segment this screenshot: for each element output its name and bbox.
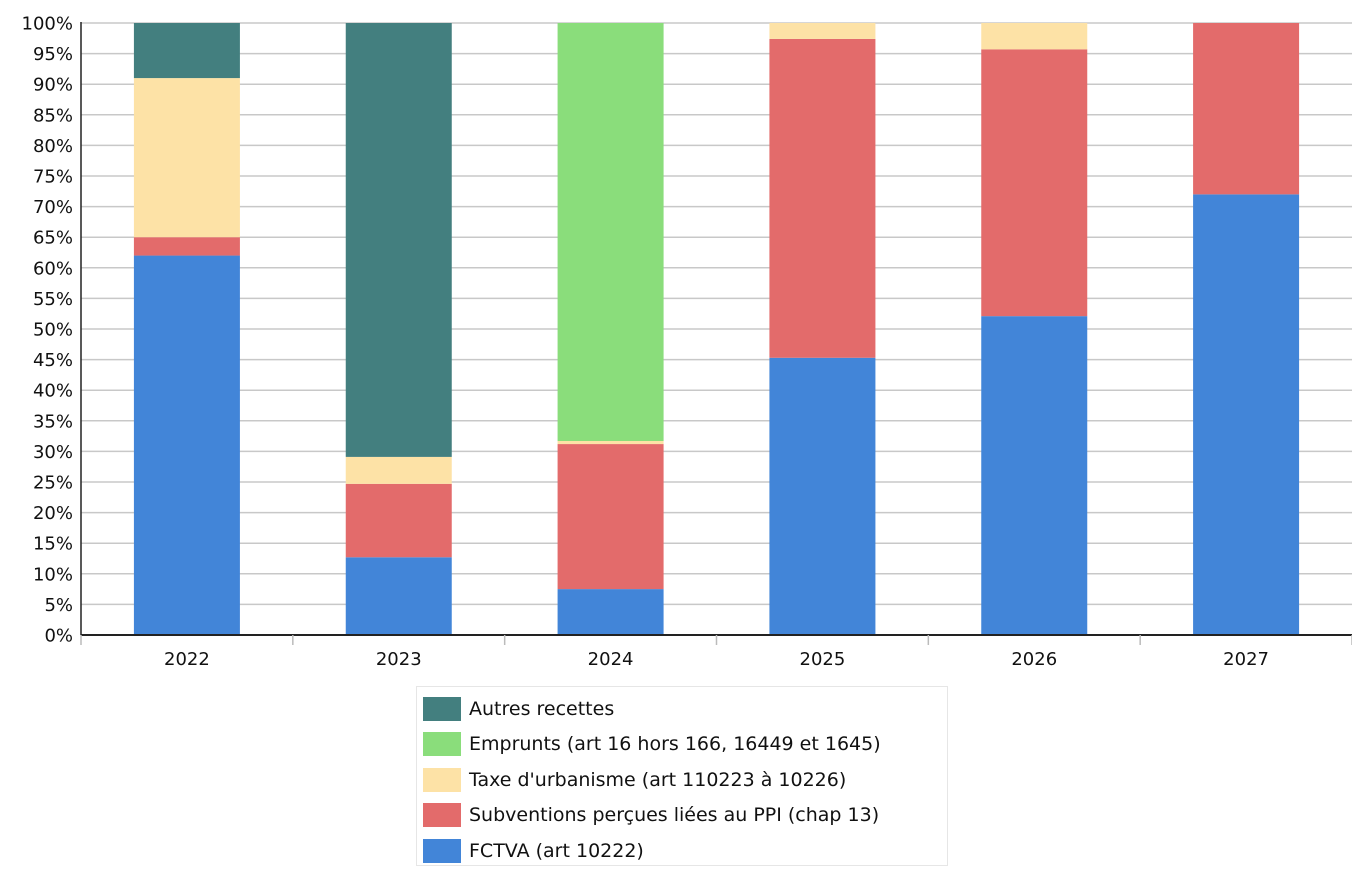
- bar-segment: [133, 78, 240, 238]
- bar-segment: [557, 589, 664, 635]
- y-tick-label: 35%: [33, 411, 73, 432]
- stacked-bar-chart: 0% 5% 10% 15% 20% 25% 30% 35% 40% 45% 50% 55% 60% 65%…: [22, 14, 1352, 670]
- y-tick-label: 30%: [33, 442, 73, 463]
- legend-label: Taxe d'urbanisme (art 110223 à 10226): [469, 768, 847, 791]
- x-axis-tick-labels: 2022 2023 2024 2025 2026 2027: [164, 649, 1269, 670]
- legend-label: Emprunts (art 16 hors 166, 16449 et 1645…: [469, 733, 881, 756]
- bar-segment: [345, 557, 452, 635]
- y-tick-label: 60%: [33, 258, 73, 279]
- y-tick-label: 55%: [33, 289, 73, 310]
- y-tick-label: 85%: [33, 105, 73, 126]
- legend-swatch: [423, 767, 461, 792]
- bar-segment: [1193, 194, 1300, 636]
- y-tick-label: 50%: [33, 320, 73, 341]
- y-tick-label: 15%: [33, 534, 73, 555]
- x-tick-label: 2023: [376, 649, 422, 670]
- bar-segment: [769, 23, 876, 39]
- y-tick-label: 5%: [44, 595, 73, 616]
- bar-segment: [133, 237, 240, 256]
- legend-item: Emprunts (art 16 hors 166, 16449 et 1645…: [423, 727, 941, 763]
- y-tick-label: 25%: [33, 473, 73, 494]
- bar-segment: [769, 357, 876, 635]
- bar-segment: [133, 255, 240, 635]
- y-tick-label: 40%: [33, 381, 73, 402]
- legend-item: FCTVA (art 10222): [423, 833, 941, 869]
- bar-segment: [557, 440, 664, 445]
- bar-segment: [981, 23, 1088, 50]
- legend-label: FCTVA (art 10222): [469, 839, 644, 862]
- x-tick-label: 2025: [800, 649, 846, 670]
- x-tick-label: 2024: [588, 649, 634, 670]
- bar-segment: [1193, 23, 1300, 195]
- bar-segment: [557, 23, 664, 441]
- legend-swatch: [423, 803, 461, 828]
- y-tick-label: 80%: [33, 136, 73, 157]
- x-tick-label: 2026: [1011, 649, 1057, 670]
- legend: Autres recettes Emprunts (art 16 hors 166…: [416, 686, 948, 866]
- y-tick-label: 100%: [22, 14, 73, 35]
- legend-item: Subventions perçues liées au PPI (chap 1…: [423, 798, 941, 834]
- y-tick-label: 70%: [33, 197, 73, 218]
- bar-segment: [345, 23, 452, 457]
- y-tick-label: 75%: [33, 167, 73, 188]
- bar-segment: [345, 483, 452, 558]
- grid-lines: [81, 22, 1352, 606]
- y-axis-tick-labels: 0% 5% 10% 15% 20% 25% 30% 35% 40% 45% 50% 55% 60% 65%…: [22, 14, 73, 647]
- x-tick-label: 2022: [164, 649, 210, 670]
- y-tick-label: 90%: [33, 75, 73, 96]
- y-tick-label: 20%: [33, 503, 73, 524]
- y-tick-label: 95%: [33, 44, 73, 65]
- axes: [80, 22, 1352, 645]
- legend-label: Autres recettes: [469, 697, 615, 720]
- x-tick-label: 2027: [1223, 649, 1269, 670]
- bar-segment: [981, 49, 1088, 317]
- legend-label: Subventions perçues liées au PPI (chap 1…: [469, 804, 880, 827]
- bar-segment: [557, 444, 664, 590]
- legend-swatch: [423, 732, 461, 757]
- bar-segment: [345, 456, 452, 484]
- legend-item: Taxe d'urbanisme (art 110223 à 10226): [423, 762, 941, 798]
- legend-item: Autres recettes: [423, 691, 941, 727]
- legend-swatch: [423, 696, 461, 721]
- y-tick-label: 45%: [33, 350, 73, 371]
- y-tick-label: 65%: [33, 228, 73, 249]
- bar-segment: [133, 23, 240, 79]
- bar-segment: [769, 38, 876, 358]
- bar-segment: [981, 316, 1088, 635]
- y-tick-label: 10%: [33, 564, 73, 585]
- y-tick-label: 0%: [44, 626, 73, 647]
- bars: [133, 23, 1300, 636]
- legend-swatch: [423, 838, 461, 863]
